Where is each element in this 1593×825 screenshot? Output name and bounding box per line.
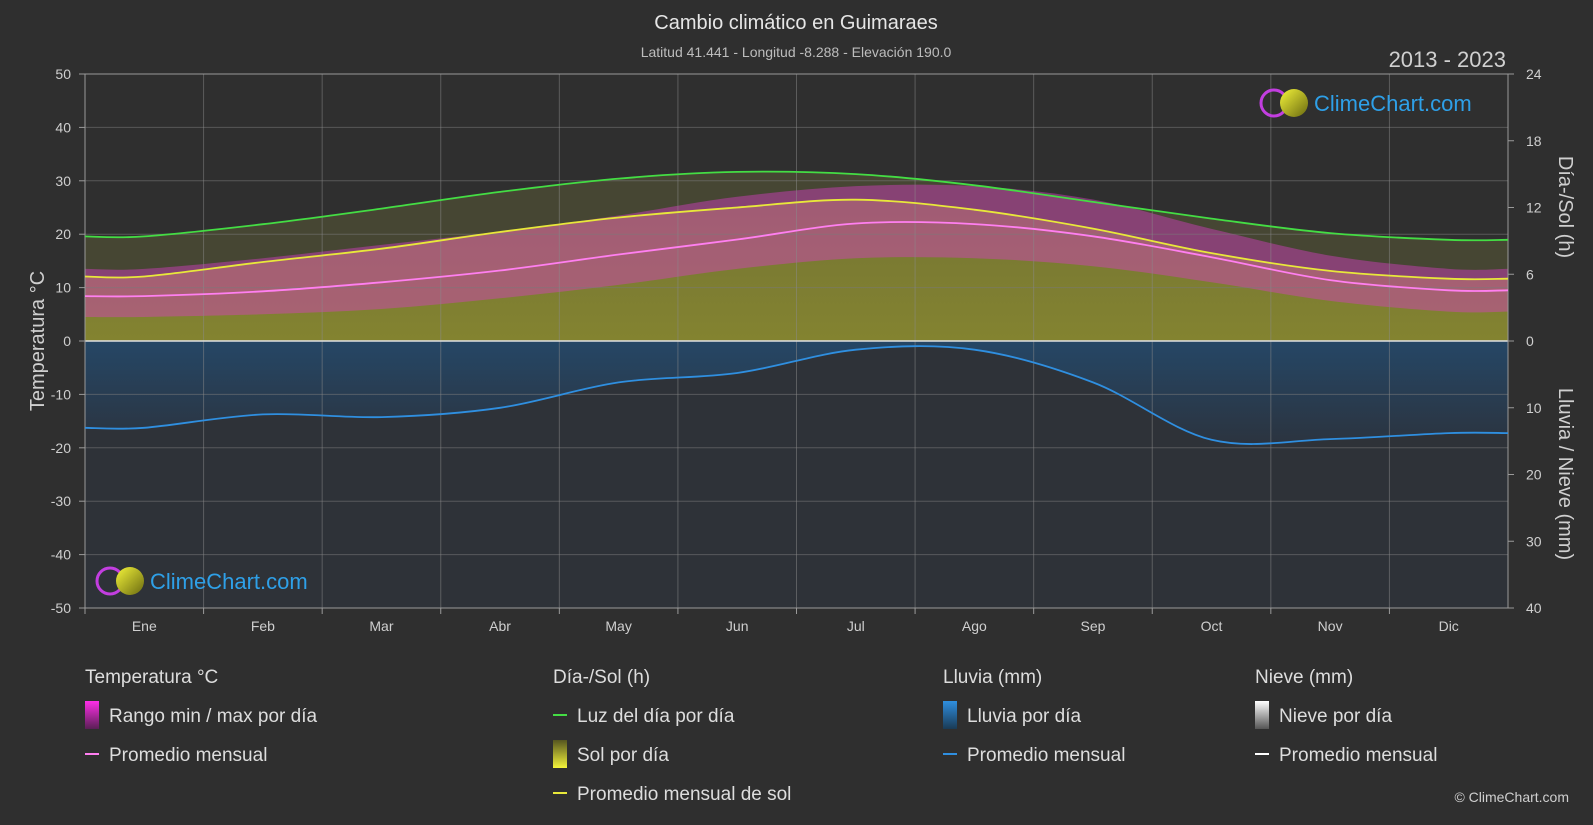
legend-item: Promedio mensual de sol <box>553 784 791 805</box>
brand-logo-top[interactable]: ClimeChart.com <box>1259 88 1472 118</box>
legend-item-label: Promedio mensual <box>1279 745 1437 766</box>
legend-item-label: Promedio mensual <box>967 745 1125 766</box>
legend-item: Promedio mensual <box>85 745 267 766</box>
year-range: 2013 - 2023 <box>1389 47 1506 72</box>
left-axis-title: Temperatura °C <box>27 271 49 411</box>
left-tick-label: 20 <box>55 226 71 242</box>
brand-name-top: ClimeChart.com <box>1314 91 1472 116</box>
legend-group-title: Lluvia (mm) <box>943 667 1042 688</box>
month-label: Ene <box>132 618 157 634</box>
legend-group: Lluvia (mm) Lluvia por día Promedio mensua… <box>943 667 1125 766</box>
snow-swatch <box>1255 701 1269 729</box>
legend-group: Nieve (mm) Nieve por día Promedio mensual <box>1255 667 1437 766</box>
left-tick-label: 40 <box>55 119 71 135</box>
right-top-tick-label: 18 <box>1526 133 1542 149</box>
legend-group-title: Nieve (mm) <box>1255 667 1353 688</box>
axis-ticks: 50 40 30 20 10 0 -10 -20 -30 -40 -50 24 18 12 6 0 10 20 30… <box>51 66 1542 634</box>
rain-swatch <box>943 701 957 729</box>
legend-item-label: Rango min / max por día <box>109 706 317 727</box>
right-bottom-tick-label: 30 <box>1526 533 1542 549</box>
sunshine-swatch <box>553 740 567 768</box>
chart-subtitle: Latitud 41.441 - Longitud -8.288 - Eleva… <box>641 44 952 60</box>
legend-item: Luz del día por día <box>553 706 735 727</box>
month-label: Nov <box>1318 618 1343 634</box>
left-tick-label: 50 <box>55 66 71 82</box>
legend-group-title: Temperatura °C <box>85 667 218 688</box>
month-label: Jul <box>847 618 865 634</box>
month-label: Dic <box>1439 618 1459 634</box>
month-label: Oct <box>1201 618 1223 634</box>
legend-item: Sol por día <box>553 740 669 768</box>
right-bottom-tick-label: 20 <box>1526 467 1542 483</box>
right-top-tick-label: 0 <box>1526 333 1534 349</box>
right-top-tick-label: 6 <box>1526 266 1534 282</box>
legend-item: Nieve por día <box>1255 701 1392 729</box>
logo-sun-icon <box>1280 89 1308 117</box>
right-axis-title-bottom: Lluvia / Nieve (mm) <box>1554 388 1576 560</box>
brand-name-bottom: ClimeChart.com <box>150 569 308 594</box>
brand-logo-bottom[interactable]: ClimeChart.com <box>95 566 308 596</box>
legend-group: Temperatura °C Rango min / max por día Pro… <box>85 667 317 766</box>
legend-item: Rango min / max por día <box>85 701 317 729</box>
month-label: Ago <box>962 618 987 634</box>
sun-avg-line <box>84 198 1509 281</box>
right-bottom-tick-label: 40 <box>1526 600 1542 616</box>
legend-item-label: Sol por día <box>577 745 669 766</box>
month-label: May <box>605 618 631 634</box>
legend-item: Promedio mensual <box>943 745 1125 766</box>
left-tick-label: -30 <box>51 493 71 509</box>
left-tick-label: -50 <box>51 600 71 616</box>
rain-avg-line <box>84 345 1509 445</box>
month-label: Feb <box>251 618 275 634</box>
series-layer <box>84 170 1509 445</box>
left-tick-label: -40 <box>51 547 71 563</box>
month-label: Abr <box>489 618 511 634</box>
legend-item: Lluvia por día <box>943 701 1082 729</box>
month-label: Sep <box>1080 618 1105 634</box>
right-top-tick-label: 24 <box>1526 66 1542 82</box>
legend-item-label: Luz del día por día <box>577 706 735 727</box>
left-tick-label: 10 <box>55 280 71 296</box>
logo-sun-icon <box>116 567 144 595</box>
temp-avg-line <box>84 221 1509 298</box>
range-swatch <box>85 701 99 729</box>
legend-item-label: Promedio mensual de sol <box>577 784 791 805</box>
copyright: © ClimeChart.com <box>1454 789 1569 805</box>
left-tick-label: 30 <box>55 173 71 189</box>
month-label: Mar <box>369 618 393 634</box>
legend-item-label: Lluvia por día <box>967 706 1082 727</box>
daylight-line <box>84 170 1509 242</box>
right-axis-title-top: Día-/Sol (h) <box>1554 156 1576 258</box>
right-top-tick-label: 12 <box>1526 200 1542 216</box>
left-tick-label: -20 <box>51 440 71 456</box>
month-label: Jun <box>726 618 749 634</box>
chart-title: Cambio climático en Guimaraes <box>654 12 937 34</box>
legend: Temperatura °C Rango min / max por día Pro… <box>85 667 1437 805</box>
right-bottom-tick-label: 10 <box>1526 400 1542 416</box>
legend-item: Promedio mensual <box>1255 745 1437 766</box>
legend-group-title: Día-/Sol (h) <box>553 667 650 688</box>
left-tick-label: 0 <box>63 333 71 349</box>
legend-item-label: Nieve por día <box>1279 706 1392 727</box>
legend-item-label: Promedio mensual <box>109 745 267 766</box>
left-tick-label: -10 <box>51 386 71 402</box>
legend-group: Día-/Sol (h) Luz del día por día Sol por d… <box>553 667 791 805</box>
